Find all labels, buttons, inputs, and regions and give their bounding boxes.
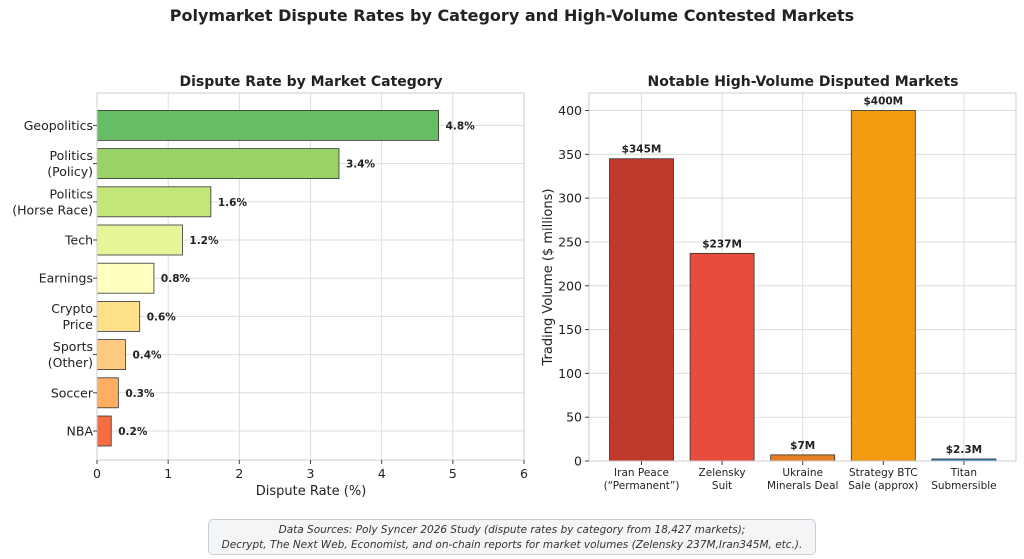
data-sources-note: Data Sources: Poly Syncer 2026 Study (di…: [208, 519, 816, 555]
left-x-axis-label: Dispute Rate (%): [256, 484, 367, 499]
data-sources-line-1: Data Sources: Poly Syncer 2026 Study (di…: [278, 524, 746, 536]
category-bar: [96, 110, 440, 141]
category-label: Sports (Other): [48, 339, 93, 370]
right-chart-title: Notable High-Volume Disputed Markets: [648, 74, 959, 90]
bar-value-label: $2.3M: [946, 444, 982, 456]
bar-value-label: 4.8%: [446, 120, 476, 132]
category-label: Tech: [64, 233, 93, 248]
y-tick-label: 400: [558, 103, 582, 118]
category-label: Strategy BTC Sale (approx): [848, 467, 918, 492]
category-bar: [96, 415, 112, 447]
category-bar: [96, 300, 141, 332]
category-label: Iran Peace (“Permanent”): [604, 467, 680, 492]
dispute-rate-chart: Dispute Rate by Market Category 0.2% 0.3%…: [12, 74, 528, 499]
y-tick-label: 100: [558, 366, 582, 381]
bar-value-label: $7M: [790, 440, 815, 452]
right-axes: 0 50 100 150 200 250 300 350 400 Iran Peace (“Perm…: [558, 103, 996, 492]
category-label: Zelensky Suit: [699, 467, 746, 492]
x-tick-label: 5: [449, 466, 457, 481]
bar-value-label: 0.6%: [147, 311, 177, 323]
x-tick-label: 2: [235, 466, 243, 481]
market-bar: [609, 158, 674, 462]
x-tick-label: 0: [93, 466, 101, 481]
category-label: Geopolitics: [24, 118, 93, 133]
bar-value-label: 1.2%: [189, 235, 219, 247]
y-tick-label: 250: [558, 234, 582, 249]
x-tick-label: 6: [520, 466, 528, 481]
data-sources-line-2: Decrypt, The Next Web, Economist, and on…: [221, 539, 803, 551]
market-bar: [850, 110, 916, 462]
x-tick-label: 4: [378, 466, 386, 481]
market-bar: [770, 454, 836, 462]
y-tick-label: 300: [558, 191, 582, 206]
bar-value-label: 0.3%: [125, 388, 155, 400]
bar-value-label: 3.4%: [346, 159, 376, 171]
left-chart-title: Dispute Rate by Market Category: [180, 74, 443, 90]
bar-value-label: 0.4%: [132, 350, 162, 362]
category-bar: [96, 186, 212, 218]
bar-value-label: $345M: [622, 144, 662, 156]
bar-value-label: 0.2%: [118, 426, 148, 438]
y-tick-label: 200: [558, 278, 582, 293]
x-tick-label: 3: [307, 466, 315, 481]
market-bar: [689, 252, 755, 462]
bar-value-label: $237M: [702, 238, 742, 250]
category-bar: [96, 224, 183, 256]
category-label: Politics (Horse Race): [12, 186, 93, 217]
category-bar: [96, 262, 155, 294]
category-label: NBA: [67, 424, 94, 439]
category-bar: [96, 148, 340, 180]
category-bar: [96, 339, 126, 371]
volume-chart: Notable High-Volume Disputed Markets $34…: [541, 74, 1017, 492]
bar-value-label: $400M: [863, 96, 903, 108]
y-tick-label: 0: [574, 454, 582, 469]
figure-title: Polymarket Dispute Rates by Category and…: [169, 6, 855, 25]
category-bar: [96, 377, 119, 409]
category-label: Crypto Price: [51, 301, 93, 332]
left-axes: 0 1 2 3 4 5 6 NBA Soccer Sports (Other) Crypto Price…: [12, 118, 528, 481]
x-tick-label: 1: [164, 466, 172, 481]
right-y-axis-label: Trading Volume ($ millions): [541, 189, 556, 367]
category-label: Ukraine Minerals Deal: [767, 467, 838, 492]
y-tick-label: 150: [558, 322, 582, 337]
bar-value-label: 0.8%: [161, 273, 191, 285]
category-label: Politics (Policy): [47, 148, 93, 179]
y-tick-label: 350: [558, 147, 582, 162]
y-tick-label: 50: [566, 410, 582, 425]
bar-value-label: 1.6%: [218, 197, 248, 209]
category-label: Titan Submersible: [931, 467, 996, 492]
category-label: Soccer: [51, 385, 94, 400]
category-label: Earnings: [39, 271, 93, 286]
